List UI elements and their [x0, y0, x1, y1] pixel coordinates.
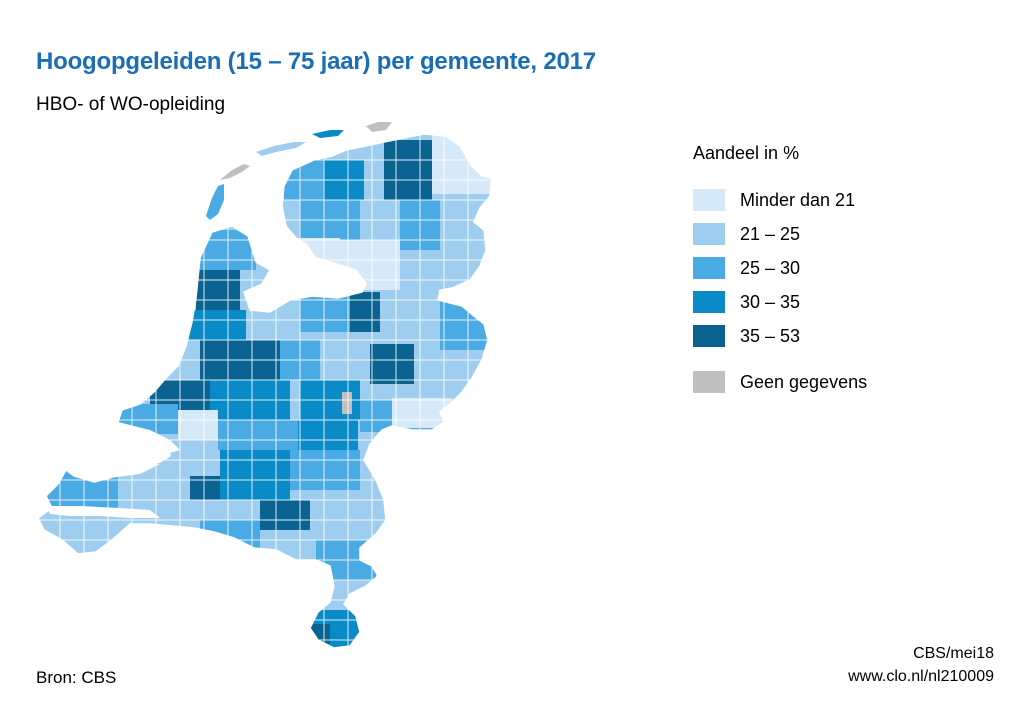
legend-swatch	[693, 189, 725, 211]
legend-swatch	[693, 325, 725, 347]
haringvliet	[108, 422, 180, 456]
westerschelde	[46, 506, 160, 518]
legend-label: 35 – 53	[740, 326, 801, 346]
legend-swatch	[693, 257, 725, 279]
legend-title: Aandeel in %	[693, 143, 800, 163]
ijsselmeer	[244, 240, 366, 312]
source-label: Bron: CBS	[36, 668, 117, 687]
legend-label: 21 – 25	[740, 224, 801, 244]
credit-line-2: www.clo.nl/nl210009	[848, 668, 994, 685]
legend-label: Minder dan 21	[740, 190, 856, 210]
map-title: Hoogopgeleiden (15 – 75 jaar) per gemeen…	[36, 48, 596, 75]
island-texel	[206, 184, 224, 220]
legend-swatch	[693, 223, 725, 245]
legend-swatch	[693, 371, 725, 393]
island-vlieland	[220, 164, 250, 180]
legend-label: 25 – 30	[740, 258, 801, 278]
island-schiermonnikoog	[366, 122, 392, 132]
map-subtitle: HBO- of WO-opleiding	[36, 94, 226, 115]
island-ameland	[312, 130, 344, 138]
island-terschelling	[256, 142, 306, 156]
legend-label: 30 – 35	[740, 292, 801, 312]
legend-label: Geen gegevens	[740, 372, 868, 392]
legend-swatch	[693, 291, 725, 313]
credit-line-1: CBS/mei18	[913, 645, 994, 662]
